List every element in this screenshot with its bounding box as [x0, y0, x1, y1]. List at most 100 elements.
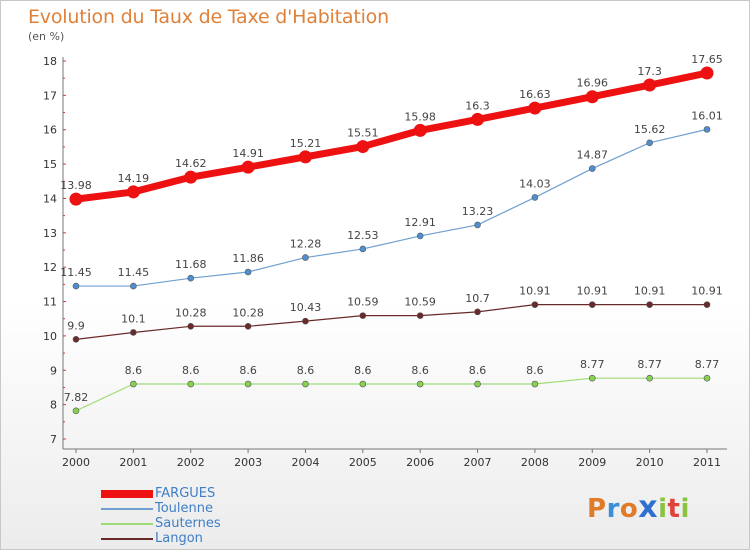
legend-item-langon: Langon	[101, 531, 321, 546]
data-label-sauternes: 8.77	[695, 358, 720, 371]
x-tick-label: 2000	[62, 456, 90, 469]
x-tick-label: 2011	[693, 456, 721, 469]
x-tick-label: 2006	[406, 456, 434, 469]
data-point-sauternes	[244, 380, 252, 388]
data-point-sauternes	[359, 380, 367, 388]
y-tick-label: 14	[43, 192, 57, 205]
data-point-toulenne	[72, 282, 80, 290]
data-label-sauternes: 8.6	[526, 364, 544, 377]
logo-letter: i	[680, 494, 690, 524]
x-tick-label: 2003	[234, 456, 262, 469]
unit-label: (en %)	[28, 30, 65, 43]
data-label-toulenne: 12.91	[404, 216, 436, 229]
y-tick-label: 16	[43, 124, 57, 137]
data-point-toulenne	[302, 254, 309, 261]
legend-swatch	[101, 522, 153, 525]
data-point-langon	[646, 301, 653, 308]
data-point-langon	[359, 312, 367, 319]
data-label-toulenne: 12.53	[347, 229, 379, 242]
data-point-toulenne	[531, 194, 539, 201]
data-point-fargues	[69, 192, 83, 206]
data-label-fargues: 15.21	[290, 137, 322, 150]
data-label-toulenne: 15.62	[634, 123, 666, 136]
y-tick-label: 12	[43, 261, 57, 274]
data-point-langon	[531, 301, 539, 308]
data-point-fargues	[356, 140, 370, 154]
data-label-fargues: 17.3	[637, 65, 662, 78]
data-point-langon	[72, 336, 80, 343]
y-tick-label: 15	[43, 158, 57, 171]
data-point-fargues	[471, 112, 485, 126]
data-label-fargues: 15.51	[347, 127, 379, 140]
x-tick-label: 2004	[291, 456, 319, 469]
chart-title: Evolution du Taux de Taxe d'Habitation	[28, 6, 389, 28]
y-tick-label: 8	[50, 399, 57, 412]
legend: FARGUES Toulenne Sauternes Langon	[101, 486, 321, 546]
legend-swatch	[101, 489, 153, 498]
data-label-fargues: 15.98	[404, 110, 436, 123]
legend-swatch	[101, 537, 153, 540]
data-point-toulenne	[416, 232, 424, 240]
data-point-toulenne	[244, 268, 252, 276]
legend-label: FARGUES	[155, 486, 216, 501]
data-point-fargues	[528, 101, 542, 115]
data-label-langon: 10.59	[404, 296, 436, 309]
data-label-fargues: 13.98	[60, 179, 92, 192]
x-tick-label: 2002	[177, 456, 205, 469]
data-label-fargues: 14.19	[118, 172, 150, 185]
data-point-sauternes	[646, 374, 653, 382]
data-point-fargues	[298, 150, 312, 164]
data-label-sauternes: 8.77	[580, 358, 605, 371]
data-point-langon	[302, 317, 309, 325]
data-label-fargues: 16.3	[465, 99, 490, 112]
data-point-toulenne	[130, 282, 137, 290]
data-point-sauternes	[302, 380, 309, 388]
legend-item-toulenne: Toulenne	[101, 501, 321, 516]
logo-letter: i	[658, 494, 668, 524]
y-tick-label: 10	[43, 330, 57, 343]
data-point-fargues	[241, 160, 255, 174]
legend-label: Langon	[155, 531, 203, 546]
data-point-fargues	[585, 90, 599, 104]
data-label-toulenne: 11.45	[60, 266, 92, 279]
y-tick-label: 17	[43, 89, 57, 102]
data-point-toulenne	[646, 139, 653, 147]
data-label-langon: 10.91	[691, 285, 723, 298]
data-label-langon: 10.28	[175, 306, 207, 319]
legend-label: Sauternes	[155, 516, 221, 531]
data-label-fargues: 17.65	[691, 53, 723, 66]
data-label-sauternes: 8.6	[354, 364, 372, 377]
legend-item-fargues: FARGUES	[101, 486, 321, 501]
data-point-langon	[416, 312, 424, 319]
data-point-toulenne	[703, 126, 711, 133]
data-label-toulenne: 12.28	[290, 238, 322, 251]
data-point-fargues	[643, 78, 657, 92]
data-point-sauternes	[72, 407, 80, 415]
data-label-toulenne: 11.45	[118, 266, 150, 279]
data-point-sauternes	[531, 380, 539, 388]
data-label-toulenne: 14.87	[577, 149, 609, 162]
logo-letter: r	[606, 494, 620, 524]
series-line-sauternes	[75, 377, 708, 412]
data-point-sauternes	[187, 380, 195, 388]
data-label-langon: 10.28	[232, 306, 264, 319]
data-label-langon: 9.9	[67, 319, 85, 332]
logo-letter: o	[619, 494, 639, 524]
data-point-toulenne	[359, 245, 367, 253]
data-point-langon	[588, 301, 596, 308]
data-point-fargues	[126, 185, 140, 199]
data-point-fargues	[700, 66, 714, 80]
data-label-sauternes: 8.6	[125, 364, 143, 377]
logo-letter: t	[667, 494, 681, 524]
x-tick-label: 2008	[521, 456, 549, 469]
data-label-sauternes: 8.77	[637, 358, 662, 371]
y-tick-label: 11	[43, 296, 57, 309]
legend-item-sauternes: Sauternes	[101, 516, 321, 531]
data-label-langon: 10.43	[290, 301, 322, 314]
data-label-sauternes: 8.6	[411, 364, 429, 377]
data-point-fargues	[413, 123, 427, 137]
logo-letter: x	[638, 490, 659, 525]
y-tick-label: 13	[43, 227, 57, 240]
